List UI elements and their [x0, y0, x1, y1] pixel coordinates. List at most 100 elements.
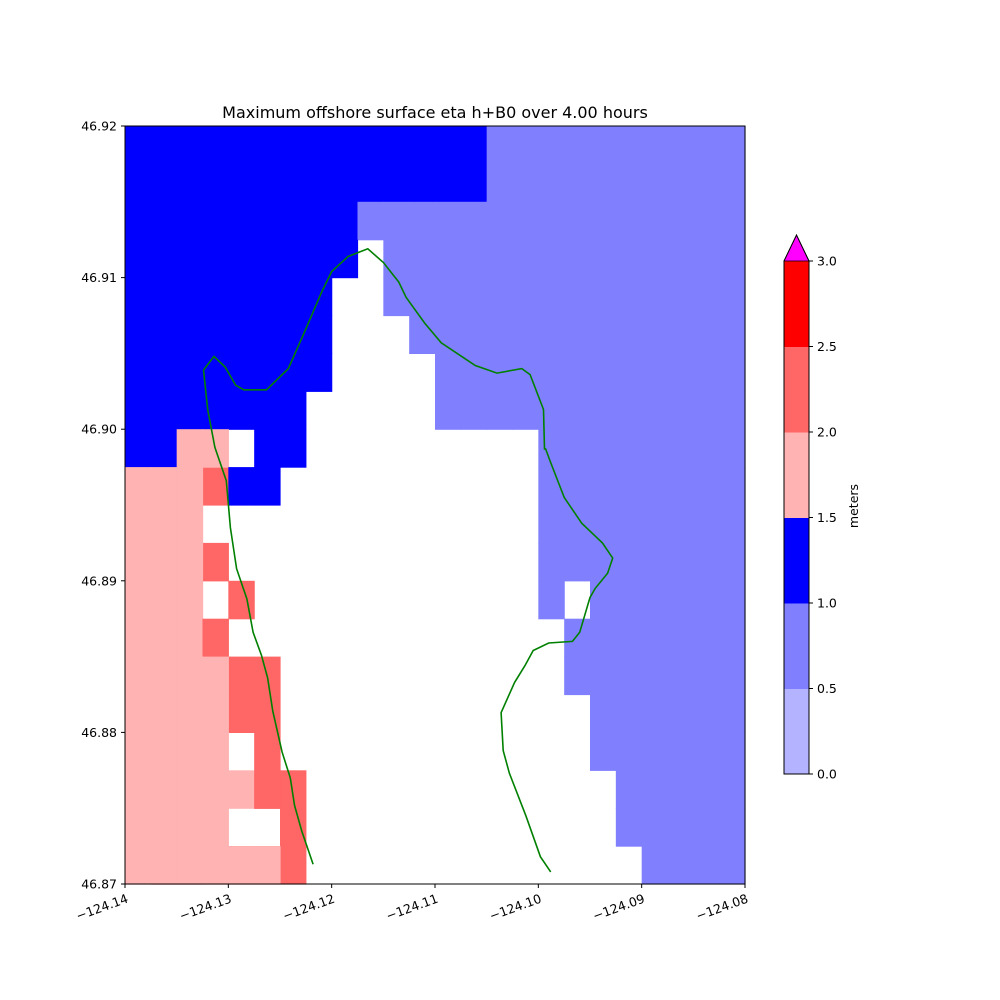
colorbar-tick-label: 2.5	[817, 339, 837, 354]
heatmap-cell	[538, 580, 565, 620]
heatmap-cell	[719, 315, 746, 354]
heatmap-cell	[564, 505, 591, 544]
heatmap-cell	[667, 505, 694, 544]
heatmap-cell	[435, 277, 462, 317]
heatmap-cell	[228, 846, 255, 885]
heatmap-cell	[667, 353, 694, 392]
heatmap-cell	[538, 315, 565, 354]
heatmap-cell	[590, 429, 617, 468]
heatmap-cell	[564, 126, 591, 165]
heatmap-cell	[693, 618, 720, 658]
heatmap-cell	[125, 163, 152, 203]
heatmap-cell	[641, 580, 669, 620]
heatmap-cell	[331, 163, 359, 203]
heatmap-cell	[538, 542, 565, 582]
heatmap-cell	[228, 770, 255, 809]
heatmap-cell	[693, 353, 720, 392]
heatmap-cell	[564, 656, 591, 696]
heatmap-cell	[564, 201, 591, 241]
heatmap-cell	[667, 315, 694, 354]
heatmap-cell	[590, 126, 617, 165]
heatmap-cell	[538, 467, 565, 506]
heatmap-cell	[719, 580, 746, 620]
heatmap-cell	[150, 239, 178, 279]
heatmap-cell	[125, 770, 152, 809]
y-tick-label: 46.92	[81, 119, 117, 134]
y-tick-label: 46.87	[81, 877, 117, 892]
heatmap-cell	[331, 126, 359, 165]
heatmap-cell	[693, 505, 720, 544]
heatmap-cell	[590, 505, 617, 544]
heatmap-cell	[280, 126, 307, 165]
heatmap-cell	[254, 126, 281, 165]
heatmap-cell	[176, 808, 204, 847]
heatmap-cell	[202, 201, 229, 241]
heatmap-cell	[641, 239, 669, 279]
heatmap-cell	[693, 656, 720, 696]
heatmap-cell	[280, 201, 307, 241]
heatmap-cell	[590, 580, 617, 620]
heatmap-cell	[409, 126, 436, 165]
heatmap-cell	[202, 277, 229, 317]
heatmap-cell	[693, 808, 720, 847]
heatmap-cell	[150, 467, 178, 506]
heatmap-cell	[667, 580, 694, 620]
heatmap-cell	[176, 239, 204, 279]
heatmap-cell	[719, 201, 746, 241]
heatmap-cell	[641, 770, 669, 809]
heatmap-cell	[693, 467, 720, 506]
heatmap-cell	[486, 391, 514, 430]
heatmap-cell	[719, 732, 746, 771]
heatmap-cell	[667, 656, 694, 696]
heatmap-cell	[254, 429, 281, 468]
heatmap-cell	[150, 505, 178, 544]
heatmap-cell	[615, 618, 643, 658]
heatmap-cell	[125, 505, 152, 544]
heatmap-cell	[176, 163, 204, 203]
heatmap-cell	[564, 618, 591, 658]
heatmap-cell	[176, 315, 204, 354]
heatmap-cell	[667, 770, 694, 809]
chart-title: Maximum offshore surface eta h+B0 over 4…	[222, 103, 648, 122]
heatmap-cell	[641, 391, 669, 430]
heatmap-cell	[693, 542, 720, 582]
heatmap-cell	[641, 656, 669, 696]
heatmap-cell	[512, 391, 539, 430]
heatmap-cell	[202, 694, 229, 733]
heatmap-cell	[202, 467, 229, 506]
heatmap-cell	[228, 201, 255, 241]
heatmap-cell	[150, 656, 178, 696]
heatmap-cell	[641, 163, 669, 203]
heatmap-cell	[125, 429, 152, 468]
heatmap-cell	[254, 467, 281, 506]
heatmap-cell	[305, 315, 333, 354]
colorbar-label: meters	[846, 484, 861, 528]
heatmap-cell	[228, 656, 281, 733]
heatmap-cell	[512, 239, 539, 279]
heatmap-cell	[460, 201, 488, 241]
heatmap-cell	[590, 542, 617, 582]
heatmap-cell	[512, 163, 539, 203]
heatmap-cell	[460, 353, 488, 392]
heatmap-cell	[615, 694, 643, 733]
heatmap-cell	[202, 353, 229, 392]
heatmap-cell	[512, 315, 539, 354]
heatmap-cell	[719, 163, 746, 203]
heatmap-cell	[564, 239, 591, 279]
heatmap-cell	[564, 277, 591, 317]
heatmap-cell	[280, 277, 307, 317]
heatmap-cell	[564, 467, 591, 506]
heatmap-cell	[305, 163, 333, 203]
heatmap-cell	[176, 429, 204, 468]
heatmap-cell	[615, 808, 643, 847]
colorbar-tick-label: 3.0	[817, 254, 837, 269]
heatmap-cell	[125, 656, 152, 696]
heatmap-cell	[150, 353, 178, 392]
heatmap-cell	[305, 201, 333, 241]
heatmap-cell	[615, 353, 643, 392]
heatmap-cell	[150, 391, 178, 430]
heatmap-cell	[641, 429, 669, 468]
heatmap-cell	[125, 277, 152, 317]
heatmap-cell	[202, 732, 229, 771]
heatmap-cell	[202, 126, 229, 165]
